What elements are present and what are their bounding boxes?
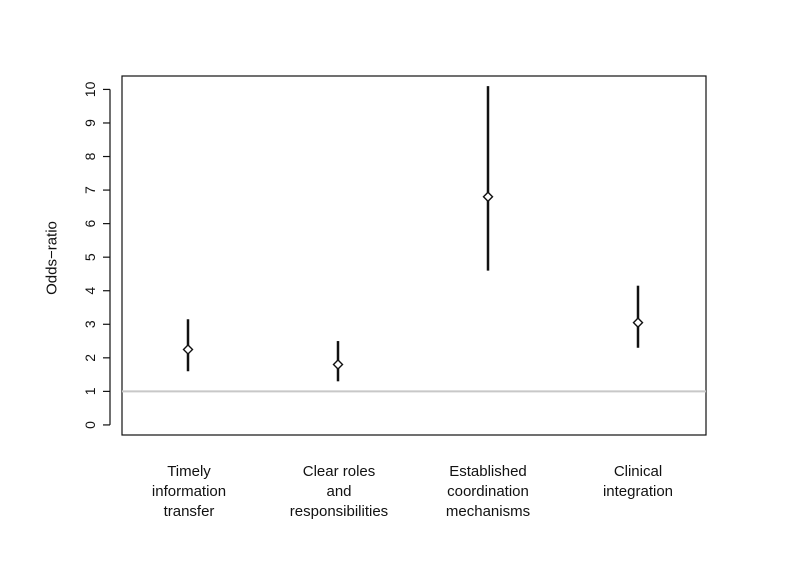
point-estimate-marker (332, 359, 344, 371)
y-tick-label: 4 (82, 287, 98, 295)
y-tick-label: 2 (82, 354, 98, 362)
y-tick-label: 3 (82, 320, 98, 328)
point-estimate-marker (632, 317, 644, 329)
y-axis-ticks: 0 1 2 3 4 5 6 7 8 9 10 (82, 81, 110, 429)
y-tick-label: 7 (82, 186, 98, 194)
category-label-timely-information-transfer: Timely information transfer (151, 463, 227, 520)
y-axis-label: Odds−ratio (43, 221, 61, 295)
y-tick-label: 9 (82, 119, 98, 127)
y-tick-label: 0 (82, 421, 98, 429)
y-tick-label: 1 (82, 387, 98, 395)
category-label-clinical-integration: Clinical integration (602, 463, 674, 500)
category-label-clear-roles: Clear roles and responsibilities (289, 463, 389, 520)
y-tick-label: 5 (82, 253, 98, 261)
plot-frame (121, 75, 707, 436)
y-tick-label: 8 (82, 152, 98, 160)
chart-marks (182, 86, 644, 382)
y-tick-label: 6 (82, 220, 98, 228)
y-tick-label: 10 (82, 81, 98, 97)
category-label-established-coordination: Established coordination mechanisms (445, 463, 531, 520)
point-estimate-marker (482, 191, 494, 203)
point-estimate-marker (182, 343, 194, 355)
